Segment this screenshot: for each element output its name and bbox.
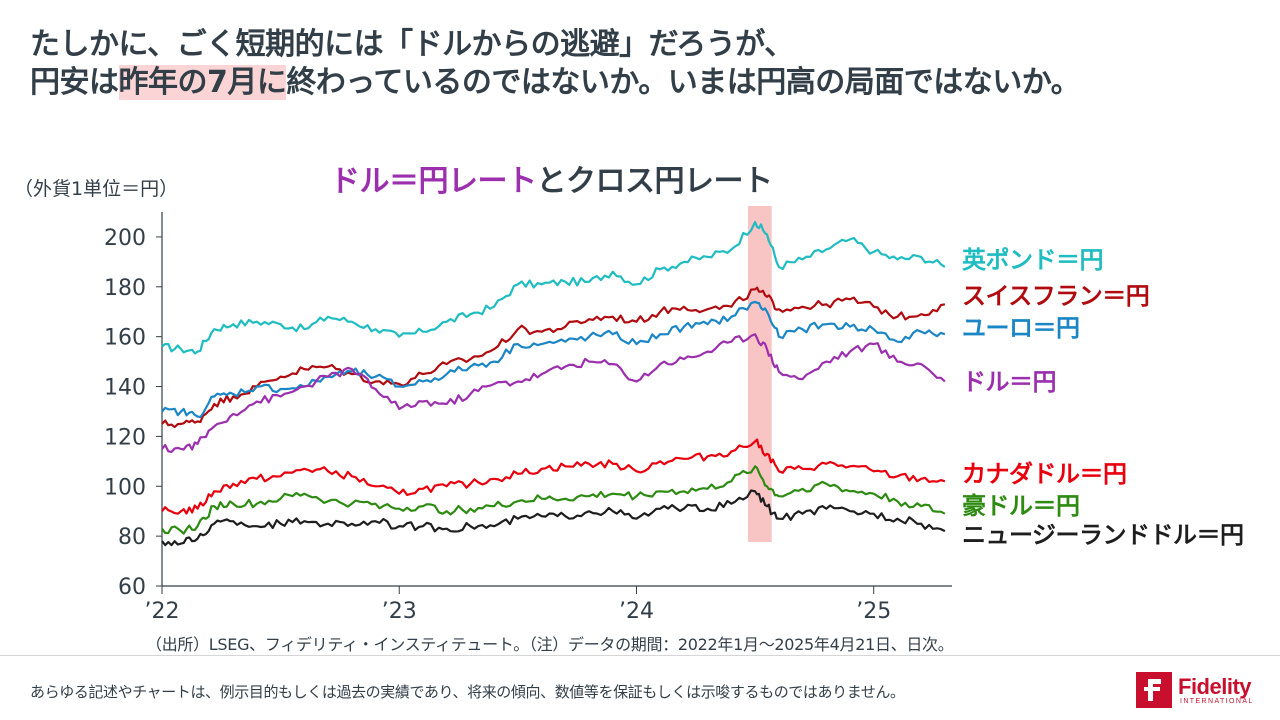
x-tick-label: ’25 <box>856 599 891 624</box>
headline-line-1: たしかに、ごく短期的には「ドルからの逃避」だろうが、 <box>30 27 794 62</box>
y-tick-label: 200 <box>104 226 146 251</box>
series-line-2 <box>161 300 946 419</box>
footer-divider <box>0 655 1280 656</box>
y-axis-unit-label: （外貨1単位＝円） <box>14 178 179 200</box>
y-tick-label: 120 <box>104 425 146 450</box>
fidelity-logo: Fidelity INTERNATIONAL <box>1136 670 1266 710</box>
headline-line-2b: 終わっているのではないか。いまは円高の局面ではないか。 <box>286 65 1081 100</box>
fidelity-logo-mark-icon <box>1136 672 1172 708</box>
series-label-5: 豪ドル＝円 <box>962 492 1080 520</box>
y-tick-label: 80 <box>118 525 146 550</box>
chart-title: ドル＝円レートとクロス円レート <box>330 156 773 200</box>
fidelity-logo-text: Fidelity <box>1178 674 1252 699</box>
y-tick-label: 160 <box>104 326 146 351</box>
y-tick-label: 60 <box>118 575 146 600</box>
series-label-1: スイスフラン＝円 <box>962 282 1149 310</box>
disclaimer: あらゆる記述やチャートは、例示目的もしくは過去の実績であり、将来の傾向、数値等を… <box>30 683 905 701</box>
source-note: （出所）LSEG、フィデリティ・インスティテュート。（注）データの期間：2022… <box>146 635 954 654</box>
series-label-4: カナダドル＝円 <box>962 460 1127 488</box>
series-line-4 <box>161 438 946 515</box>
headline-line-2: 円安は昨年の7月に終わっているのではないか。いまは円高の局面ではないか。 <box>30 64 1250 102</box>
series-line-6 <box>161 489 946 547</box>
chart-title-part-2: とクロス円レート <box>536 164 774 199</box>
y-tick-label: 100 <box>104 475 146 500</box>
series-label-3: ドル＝円 <box>962 368 1056 396</box>
series-line-3 <box>161 333 946 453</box>
y-tick-label: 140 <box>104 376 146 401</box>
x-tick-label: ’23 <box>382 599 417 624</box>
series-line-0 <box>161 220 946 355</box>
fidelity-logo-subtext: INTERNATIONAL <box>1180 698 1254 705</box>
headline-line-2a: 円安は <box>30 65 119 100</box>
series-label-0: 英ポンド＝円 <box>962 246 1103 274</box>
x-tick-label: ’24 <box>619 599 654 624</box>
series-label-2: ユーロ＝円 <box>962 314 1080 342</box>
headline-highlight: 昨年の7月に <box>118 65 287 100</box>
y-tick-label: 180 <box>104 276 146 301</box>
series-label-6: ニュージーランドドル＝円 <box>962 521 1244 549</box>
series-line-5 <box>161 465 946 535</box>
x-tick-label: ’22 <box>145 599 180 624</box>
headline: たしかに、ごく短期的には「ドルからの逃避」だろうが、 円安は昨年の7月に終わって… <box>30 26 1250 102</box>
series-line-1 <box>161 286 946 429</box>
chart-title-part-1: ドル＝円レート <box>330 164 537 199</box>
